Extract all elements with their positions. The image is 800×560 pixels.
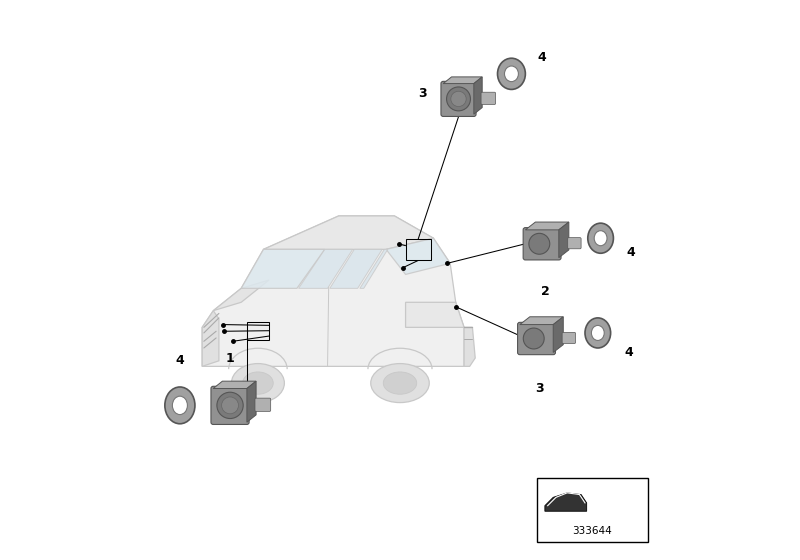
Polygon shape <box>213 381 256 389</box>
Text: 3: 3 <box>418 87 426 100</box>
FancyBboxPatch shape <box>523 227 561 260</box>
Polygon shape <box>202 311 219 366</box>
Ellipse shape <box>529 234 550 254</box>
Ellipse shape <box>383 372 417 394</box>
Ellipse shape <box>585 318 610 348</box>
Polygon shape <box>526 222 569 230</box>
FancyBboxPatch shape <box>255 398 270 412</box>
Ellipse shape <box>165 387 195 424</box>
Text: 2: 2 <box>541 284 550 298</box>
Ellipse shape <box>588 223 614 253</box>
Ellipse shape <box>498 58 526 90</box>
Text: 4: 4 <box>627 246 636 259</box>
Text: 1: 1 <box>226 352 234 365</box>
Polygon shape <box>202 216 464 366</box>
Polygon shape <box>474 77 482 114</box>
Ellipse shape <box>172 396 187 414</box>
Ellipse shape <box>446 87 470 111</box>
Ellipse shape <box>242 372 274 394</box>
FancyBboxPatch shape <box>518 323 555 354</box>
Text: 4: 4 <box>175 354 184 367</box>
Text: 4: 4 <box>624 346 633 359</box>
Polygon shape <box>464 328 475 366</box>
FancyBboxPatch shape <box>441 81 476 116</box>
Polygon shape <box>443 77 482 83</box>
Polygon shape <box>247 381 256 422</box>
Ellipse shape <box>451 91 466 106</box>
Polygon shape <box>559 222 569 258</box>
Ellipse shape <box>231 363 284 403</box>
Polygon shape <box>545 493 586 511</box>
Ellipse shape <box>505 66 518 82</box>
Polygon shape <box>330 249 382 288</box>
Polygon shape <box>298 249 353 288</box>
Polygon shape <box>386 238 450 274</box>
Ellipse shape <box>591 325 604 340</box>
Polygon shape <box>241 249 325 288</box>
Bar <box>246 322 269 339</box>
Ellipse shape <box>523 328 544 349</box>
Ellipse shape <box>217 392 243 418</box>
Ellipse shape <box>370 363 430 403</box>
FancyBboxPatch shape <box>211 386 249 424</box>
Ellipse shape <box>222 397 238 414</box>
Bar <box>406 239 430 260</box>
Ellipse shape <box>594 231 607 246</box>
FancyBboxPatch shape <box>562 333 575 343</box>
Text: 3: 3 <box>535 382 544 395</box>
FancyBboxPatch shape <box>568 237 581 249</box>
Polygon shape <box>406 302 464 328</box>
Polygon shape <box>214 280 269 311</box>
Polygon shape <box>554 317 563 352</box>
Polygon shape <box>360 249 388 288</box>
FancyBboxPatch shape <box>481 92 495 105</box>
Polygon shape <box>520 317 563 325</box>
Bar <box>537 478 648 542</box>
Text: 333644: 333644 <box>572 526 612 536</box>
Text: 4: 4 <box>538 50 546 64</box>
Polygon shape <box>263 216 434 249</box>
